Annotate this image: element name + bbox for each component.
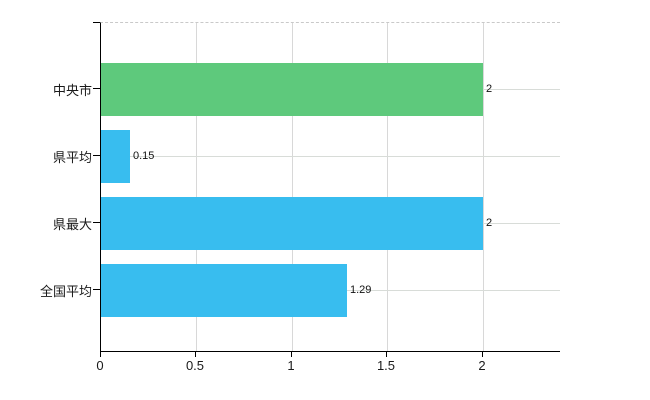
x-axis-tick	[195, 352, 196, 357]
x-axis-tick	[386, 352, 387, 357]
y-axis-tick	[93, 155, 100, 156]
y-axis-tick	[93, 289, 100, 290]
plot-area: 2 0.15 2 1.29	[100, 22, 560, 352]
y-axis-top-tick	[93, 22, 100, 23]
category-label: 全国平均	[39, 284, 92, 299]
x-axis-tick-label: 1	[287, 358, 295, 373]
category-label: 県最大	[52, 217, 92, 232]
bar-value-label: 2	[486, 82, 493, 95]
bar-value-label: 2	[486, 216, 493, 229]
bar-3	[101, 196, 483, 250]
x-axis-tick-label: 1.5	[376, 358, 396, 373]
y-axis-tick	[93, 222, 100, 223]
vertical-gridline	[387, 23, 388, 351]
y-axis-tick	[93, 88, 100, 89]
bar-1	[101, 62, 483, 116]
x-axis-tick	[482, 352, 483, 357]
bar-value-label: 0.15	[133, 149, 155, 162]
bar-value-label: 1.29	[350, 283, 372, 296]
x-axis-tick-label: 2	[478, 358, 486, 373]
vertical-gridline	[483, 23, 484, 351]
x-axis-tick-label: 0.5	[185, 358, 205, 373]
category-label: 県平均	[52, 150, 92, 165]
x-axis-tick-label: 0	[96, 358, 104, 373]
vertical-gridline	[292, 23, 293, 351]
bar-2	[101, 129, 130, 183]
category-label: 中央市	[52, 83, 92, 98]
x-axis-tick	[291, 352, 292, 357]
x-axis-tick	[100, 352, 101, 357]
horizontal-gridline	[101, 156, 560, 157]
bar-4	[101, 263, 347, 317]
vertical-gridline	[196, 23, 197, 351]
